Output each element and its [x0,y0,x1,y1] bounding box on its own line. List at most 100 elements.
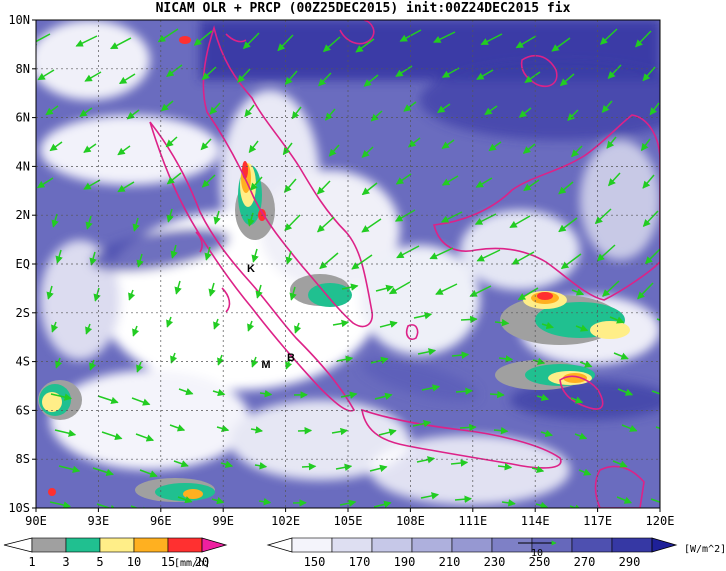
wind-arrow [217,354,225,366]
wind-arrow [319,252,339,270]
wind-arrow [318,72,332,87]
wind-arrow [355,38,375,53]
wind-arrow [291,106,302,120]
wind-arrow [558,217,578,233]
wind-arrow [160,100,174,112]
wind-arrow [294,322,302,334]
colorbar-tick-label: 170 [349,555,371,569]
wind-arrow [541,321,554,330]
wind-arrow [166,316,174,328]
wind-arrow [370,110,383,122]
wind-arrow [579,360,593,368]
wind-arrow [244,104,255,118]
lon-tick-label: 111E [458,514,487,528]
wind-arrow [255,284,263,299]
wind-arrow [441,139,455,149]
wind-arrow [83,143,97,153]
lon-tick-label: 108E [396,514,425,528]
place-marker-k: K [247,263,255,275]
wind-arrow [599,28,618,45]
colorbar-swatch [571,537,613,553]
wind-arrow [523,179,540,192]
wind-arrow [97,395,119,405]
lon-tick-label: 117E [583,514,612,528]
wind-arrow [166,64,183,78]
lat-tick-label: 6N [16,111,30,125]
wind-arrow [454,495,472,503]
wind-arrow [340,391,358,399]
wind-arrow [101,431,123,441]
wind-arrow [46,285,54,300]
wind-arrow [131,397,151,406]
wind-arrow [132,217,140,232]
lon-tick-label: 99E [212,514,234,528]
wind-arrow [373,500,392,508]
colorbar-swatch [291,537,333,553]
wind-arrow [558,181,574,195]
reference-vector-label: 10 [531,548,543,559]
wind-arrow [328,144,340,157]
wind-arrow [316,216,335,233]
olr-field [36,20,660,508]
colorbar-swatch [331,537,373,553]
wind-arrow [559,73,575,87]
wind-arrow [361,146,374,158]
wind-arrow [460,315,478,324]
lat-tick-label: 8S [16,452,30,466]
wind-arrow [509,215,531,229]
figure-title: NICAM OLR + PRCP (00Z25DEC2015) init:00Z… [155,1,571,16]
wind-arrow [567,109,579,121]
wind-arrow [511,251,535,265]
wind-arrow [173,460,189,468]
wind-arrow [85,323,93,335]
place-marker-m: M [261,359,270,371]
wind-arrow [277,34,294,52]
wind-arrow [247,320,255,332]
colorbar-extend-low [3,537,33,553]
lon-tick-label: 120E [646,514,675,528]
wind-arrow [450,459,469,467]
wind-arrow [607,64,622,80]
wind-arrow [254,462,268,470]
wind-arrow [36,177,54,189]
wind-arrow [594,208,612,225]
lat-tick-label: 6S [16,403,30,417]
wind-arrow [220,460,234,468]
colorbar-extend-high [201,537,228,553]
wind-arrow [635,30,652,48]
wind-arrow [336,355,354,364]
longitude-axis: 90E 93E 96E 99E 102E 105E 108E 111E 114E 117E 120E [25,508,674,528]
wind-arrow [45,105,59,116]
wind-arrow [322,36,341,53]
wind-arrow [166,208,174,223]
wind-arrow [575,324,589,332]
lat-tick-label: 4N [16,159,30,173]
colorbar-swatch [133,537,169,553]
wind-arrow [517,287,539,301]
wind-arrow [613,352,629,360]
wind-arrow [560,253,582,270]
colorbar-tick-label: 150 [304,555,326,569]
wind-arrow [130,505,150,508]
wind-arrow [659,463,660,464]
wind-arrow [237,68,251,83]
wind-arrow [601,100,613,114]
wind-arrow [79,107,93,117]
lat-tick-label: 10S [8,501,30,515]
wind-arrow [394,209,416,222]
wind-arrow [331,427,348,436]
wind-arrow [335,463,353,472]
colorbar-swatch [611,537,653,553]
wind-arrow [285,250,293,265]
wind-arrow [420,492,440,500]
wind-arrow [51,213,59,228]
wind-arrow [96,503,118,508]
wind-arrow [213,210,221,225]
colorbar-tick-label: 250 [529,555,551,569]
wind-arrow [661,355,679,361]
lat-tick-label: 10N [8,13,30,27]
wind-arrow [201,174,216,188]
precipitation-field [38,36,630,502]
wind-arrow [89,359,97,371]
lon-tick-label: 102E [271,514,300,528]
